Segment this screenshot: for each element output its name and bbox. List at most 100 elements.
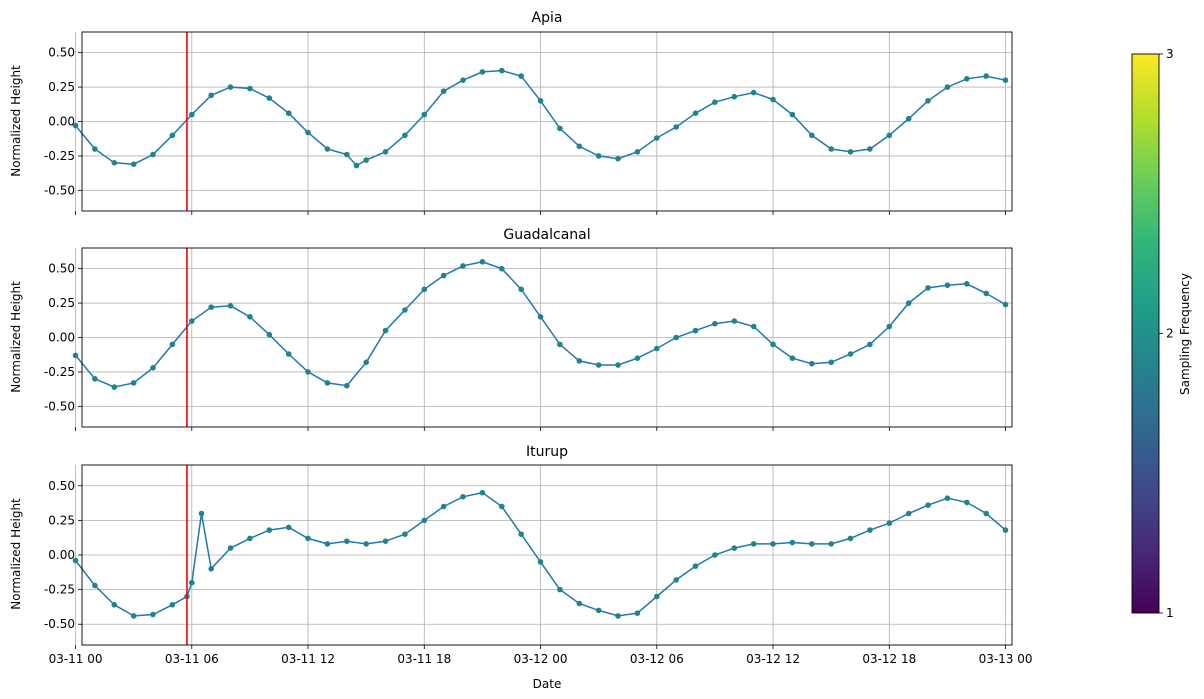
chart-panel-iturup: Iturup Normalized Height 0.50 0.25 0.00 -0.… [9,444,1033,691]
data-point: 03-12 04:00: -0.27 [615,155,621,162]
data-point: 03-12 13:00: 0.05 [789,111,796,118]
data-point: 03-11 23:00: 0.15 [518,531,524,537]
y-tick-label: 0.50 [48,46,75,60]
data-point: 03-11 12:00: -0.25 [305,369,311,375]
data-point: 03-11 01:00: -0.2 [92,146,98,152]
data-point: 03-12 18:00: -0.1 [886,132,893,139]
data-point: 03-12 12:00: 0.16 [770,96,776,103]
data-point: 03-11 15:00: -0.28 [363,157,370,163]
data-point: 03-12 22:00: 0.38 [964,499,970,506]
data-point: 03-12 19:00: 0.25 [905,300,912,306]
colorbar-tick-label: 1 [1166,606,1174,620]
x-tick-label: 03-12 12 [746,652,800,666]
data-point: 03-12 03:00: -0.25 [595,153,602,159]
chart-title: Guadalcanal [503,227,590,243]
data-point: 03-12 11:00: 0.08 [750,541,757,547]
data-point: 03-12 06:00: -0.08 [654,345,660,352]
data-point: 03-11 20:00: 0.42 [460,494,466,500]
colorbar-gradient [1131,53,1160,614]
data-point: 03-11 13:00: -0.2 [324,146,331,152]
data-point: 03-11 00:00: -0.03 [72,122,79,129]
y-tick-labels: 0.50 0.25 0.00 -0.25 -0.50 [44,479,82,631]
series-line [74,69,1006,167]
data-point: 03-12 12:00: -0.05 [770,341,776,348]
data-point: 03-12 07:00: -0.04 [673,124,679,130]
y-tick-label: 0.25 [48,296,75,310]
data-point: 03-11 20:00: 0.3 [460,77,466,83]
data-point: 03-13 00:00: 0.18 [1002,527,1009,533]
data-point: 03-12 14:00: 0.08 [809,541,815,547]
x-ticks [75,645,1006,649]
data-point: 03-12 10:00: 0.12 [731,318,738,324]
data-point: 03-11 16:00: 0.1 [382,538,389,544]
data-point: 03-12 08:00: 0.05 [692,327,699,334]
data-point: 03-12 01:00: -0.05 [557,125,563,132]
x-tick-label: 03-12 00 [514,652,568,666]
x-ticks [75,211,1006,215]
data-series: 03-11 00:00: -0.13 03-11 01:00: -0.3 03-11… [72,259,1009,390]
data-point: 03-11 03:00: -0.31 [130,161,137,167]
y-tick-label: -0.25 [44,149,75,163]
data-point: 03-12 03:00: -0.2 [595,362,602,368]
grid [75,32,1012,211]
data-point: 03-11 00:00: -0.04 [72,557,79,564]
data-point: 03-12 01:00: -0.25 [557,586,563,593]
data-point: 03-11 03:00: -0.44 [130,613,137,619]
data-point: 03-11 04:00: -0.43 [150,611,156,618]
data-point: 03-12 11:00: 0.21 [750,89,757,96]
data-point: 03-12 08:00: -0.08 [692,563,699,569]
data-point: 03-11 09:00: 0.12 [247,535,253,542]
grid [75,248,1012,427]
data-point: 03-11 04:00: -0.24 [150,151,156,158]
y-axis-label: Normalized Height [9,281,23,393]
colorbar-ticks: 1 2 3 [1159,47,1174,620]
data-point: 03-11 19:00: 0.22 [440,88,447,94]
data-point: 03-12 05:00: -0.15 [634,355,641,362]
data-point: 03-11 23:00: 0.33 [518,73,524,79]
data-point: 03-11 16:00: 0.05 [382,327,389,334]
data-point: 03-12 19:00: 0.02 [905,115,912,122]
data-point: 03-11 17:00: -0.1 [402,132,408,139]
data-point: 03-12 00:00: 0.15 [537,98,544,104]
data-point: 03-11 18:00: 0.35 [421,286,428,293]
data-point: 03-13 00:00: 0.3 [1002,77,1009,83]
data-point: 03-12 16:00: -0.22 [847,149,854,155]
data-point: 03-12 00:00: -0.05 [537,559,544,565]
colorbar: 1 2 3 Sampling Frequency [1131,47,1192,620]
data-point: 03-12 08:00: 0.06 [692,110,699,116]
data-point: 03-11 06:00: -0.2 [189,579,195,586]
data-point: 03-12 09:00: 0 [712,552,718,558]
data-point: 03-11 08:00: 0.25 [227,84,234,90]
data-point: 03-11 07:00: -0.1 [208,566,214,572]
data-point: 03-11 14:00: 0.1 [344,538,350,544]
data-point: 03-11 15:00: -0.18 [363,359,370,366]
data-point: 03-11 10:00: 0.18 [266,527,273,533]
data-point: 03-12 10:00: 0.18 [731,93,738,100]
data-point: 03-11 09:00: 0.24 [247,85,253,92]
y-tick-label: 0.25 [48,513,75,527]
data-point: 03-11 06:00: 0.05 [189,111,195,118]
data-point: 03-12 00:00: 0.15 [537,314,544,320]
y-tick-label: 0.00 [48,548,75,562]
data-point: 03-12 09:00: 0.1 [712,320,718,327]
data-point: 03-11 05:00: -0.36 [169,602,176,608]
colorbar-tick-label: 3 [1166,47,1174,61]
data-point: 03-11 17:00: 0.15 [402,531,408,537]
x-ticks [75,427,1006,431]
data-point: 03-11 07:00: 0.22 [208,304,214,311]
data-point: 03-12 06:00: -0.12 [654,135,660,141]
data-point: 03-11 11:00: 0.2 [285,524,292,531]
data-point: 03-11 17:00: 0.2 [402,307,408,313]
x-tick-label: 03-12 06 [630,652,684,666]
data-point: 03-12 18:00: 0.23 [886,520,893,526]
data-point: 03-11 16:00: -0.22 [382,149,389,155]
x-axis-label: Date [533,677,562,691]
data-point: 03-11 14:00: -0.35 [344,382,350,389]
y-tick-labels: 0.50 0.25 0.00 -0.25 -0.50 [44,46,82,197]
data-point: 03-11 22:00: 0.5 [499,265,505,272]
data-point: 03-11 12:00: 0.12 [305,535,311,542]
data-point: 03-11 07:00: 0.19 [208,92,214,99]
data-point: 03-12 20:00: 0.36 [925,502,931,509]
data-point: 03-12 15:00: -0.2 [828,146,834,152]
data-point: 03-12 02:00: -0.35 [576,600,583,607]
